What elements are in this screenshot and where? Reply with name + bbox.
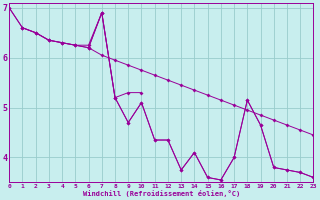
X-axis label: Windchill (Refroidissement éolien,°C): Windchill (Refroidissement éolien,°C) <box>83 190 240 197</box>
